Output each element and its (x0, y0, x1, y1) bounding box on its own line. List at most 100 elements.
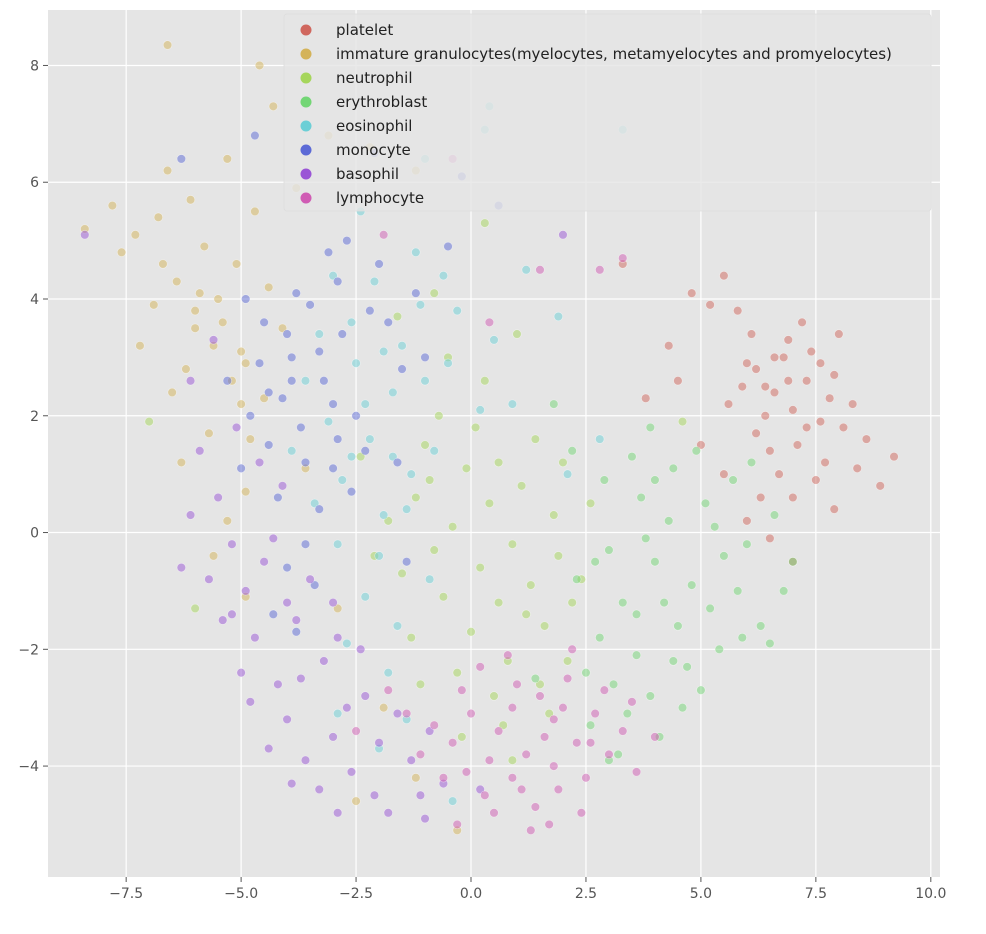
data-point (305, 574, 315, 584)
data-point (723, 399, 734, 409)
data-point (746, 329, 757, 339)
data-point (567, 644, 577, 654)
data-point (264, 282, 274, 292)
data-point (687, 580, 697, 590)
data-point (875, 481, 885, 491)
data-point (645, 691, 655, 701)
data-point (608, 679, 619, 689)
data-point (604, 545, 614, 555)
data-point (287, 352, 297, 362)
x-tick-label: 5.0 (690, 886, 712, 902)
legend-marker (300, 48, 312, 60)
data-point (259, 557, 269, 567)
data-point (195, 446, 205, 456)
data-point (402, 557, 412, 567)
data-point (788, 557, 798, 567)
data-point (815, 417, 826, 427)
data-point (438, 271, 449, 281)
data-point (429, 288, 439, 298)
data-point (627, 452, 637, 462)
data-point (466, 708, 476, 719)
data-point (250, 130, 260, 141)
data-point (323, 417, 334, 427)
data-point (466, 627, 476, 637)
data-point (613, 749, 623, 759)
data-point (333, 539, 343, 549)
data-point (208, 551, 219, 561)
x-tick-label: −2.5 (339, 886, 373, 902)
y-tick-label: 0 (30, 526, 39, 542)
data-point (595, 633, 605, 643)
data-point (213, 294, 223, 304)
data-point (516, 481, 527, 491)
data-point (618, 726, 628, 736)
data-point (222, 154, 232, 164)
legend-label: platelet (336, 21, 393, 39)
data-point (627, 697, 637, 707)
data-point (535, 265, 545, 275)
data-point (599, 685, 609, 695)
data-point (507, 703, 517, 713)
data-point (484, 317, 495, 327)
data-point (388, 387, 398, 398)
data-point (337, 329, 347, 339)
data-point (733, 586, 743, 596)
data-point (287, 376, 297, 386)
data-point (802, 422, 812, 433)
data-point (489, 808, 499, 818)
data-point (300, 755, 311, 765)
data-point (236, 346, 246, 357)
data-point (572, 738, 582, 748)
data-point (406, 469, 416, 479)
legend-label: immature granulocytes(myelocytes, metamy… (336, 45, 892, 63)
data-point (162, 165, 173, 176)
data-point (204, 428, 214, 438)
data-point (493, 457, 504, 468)
data-point (268, 609, 278, 619)
data-point (383, 685, 393, 695)
data-point (493, 726, 504, 736)
series-erythroblast (530, 399, 798, 765)
legend-marker (300, 144, 312, 156)
data-point (195, 288, 205, 298)
data-point (636, 492, 646, 503)
legend-label: neutrophil (336, 69, 413, 87)
data-point (374, 738, 384, 748)
data-point (277, 481, 288, 491)
data-point (673, 621, 683, 631)
data-point (236, 399, 246, 409)
data-point (664, 341, 674, 351)
data-point (668, 656, 678, 666)
data-point (236, 668, 246, 678)
data-point (199, 241, 209, 252)
data-point (756, 621, 766, 631)
data-point (204, 574, 214, 584)
data-point (489, 691, 499, 701)
data-point (245, 697, 255, 707)
data-point (530, 802, 540, 812)
data-point (397, 341, 407, 351)
y-tick-label: 2 (30, 409, 39, 425)
data-point (452, 306, 462, 316)
data-point (687, 288, 697, 298)
legend-marker (300, 24, 312, 36)
data-point (300, 457, 311, 468)
series-monocyte (176, 130, 504, 637)
data-point (834, 329, 844, 339)
data-point (765, 446, 775, 456)
data-point (185, 510, 196, 520)
data-point (80, 230, 90, 240)
data-point (650, 475, 660, 485)
data-point (765, 533, 775, 543)
data-point (415, 749, 426, 759)
data-point (562, 656, 573, 666)
data-point (769, 510, 780, 520)
data-point (645, 422, 655, 433)
data-point (507, 539, 517, 549)
data-point (452, 668, 462, 678)
data-point (392, 708, 403, 719)
data-point (516, 784, 527, 795)
legend: platelet immature granulocytes(myelocytes… (283, 13, 932, 212)
data-point (411, 492, 421, 503)
